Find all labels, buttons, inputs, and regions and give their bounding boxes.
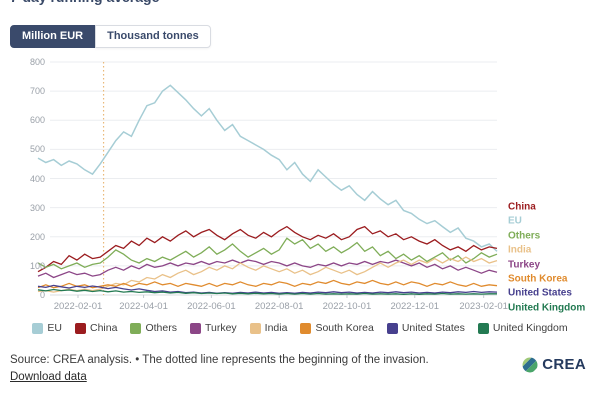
y-axis-tick-label: 400 <box>29 173 45 184</box>
unit-toggle-million-eur[interactable]: Million EUR <box>10 25 96 48</box>
legend-label: Others <box>145 322 177 334</box>
series-line-india <box>37 256 498 293</box>
source-text: Source: CREA analysis. • The dotted line… <box>10 354 429 366</box>
x-axis-tick-label: 2023-02-01 <box>459 301 508 312</box>
legend-label: United Kingdom <box>492 322 568 334</box>
series-end-label-others: Others <box>508 230 541 242</box>
series-line-turkey <box>37 259 498 279</box>
crea-logo-icon <box>522 357 538 372</box>
legend-item-eu[interactable]: EU <box>32 322 62 334</box>
legend-item-china[interactable]: China <box>75 322 117 334</box>
series-line-china <box>37 225 498 273</box>
y-axis-tick-label: 0 <box>39 290 45 300</box>
legend-item-south-korea[interactable]: South Korea <box>300 322 374 334</box>
series-end-label-turkey: Turkey <box>508 259 541 271</box>
legend-label: Turkey <box>204 322 237 334</box>
y-axis-tick-label: 100 <box>29 260 45 271</box>
series-line-united-kingdom <box>37 288 497 296</box>
series-end-label-united-states: United States <box>508 287 572 299</box>
x-axis-tick-label: 2022-04-01 <box>119 301 168 312</box>
crea-logo-text: CREA <box>542 356 586 373</box>
legend-item-united-states[interactable]: United States <box>386 322 465 334</box>
series-line-south-korea <box>37 279 498 289</box>
axis-ticks <box>77 295 485 298</box>
legend-item-others[interactable]: Others <box>130 322 177 334</box>
legend-swatch <box>300 322 312 334</box>
series-line-others <box>37 237 498 270</box>
series-line-united-states <box>37 284 498 294</box>
legend-item-turkey[interactable]: Turkey <box>189 322 237 334</box>
series-end-label-china: China <box>508 201 536 213</box>
footer: Source: CREA analysis. • The dotted line… <box>10 352 429 385</box>
unit-toggle-thousand-tonnes[interactable]: Thousand tonnes <box>95 25 211 48</box>
legend-label: EU <box>47 322 62 334</box>
y-axis-tick-label: 500 <box>29 144 45 155</box>
legend-item-india[interactable]: India <box>249 322 288 334</box>
x-axis-tick-label: 2022-10-01 <box>322 301 372 312</box>
series-end-label-india: India <box>508 244 532 256</box>
y-axis-tick-label: 200 <box>29 231 45 242</box>
legend-item-united-kingdom[interactable]: United Kingdom <box>477 322 568 334</box>
legend: EU China Others Turkey India South Korea Unite… <box>0 322 600 334</box>
crea-logo: CREA <box>522 356 586 373</box>
legend-swatch <box>130 322 142 334</box>
series-line-eu <box>37 84 498 252</box>
legend-swatch <box>477 322 489 334</box>
y-axis-tick-label: 300 <box>29 202 45 213</box>
x-axis-tick-label: 2022-06-01 <box>187 301 236 312</box>
legend-swatch <box>189 322 201 334</box>
legend-label: South Korea <box>315 322 374 334</box>
legend-label: United States <box>401 322 465 334</box>
x-axis-tick-label: 2022-08-01 <box>254 301 304 312</box>
legend-swatch <box>75 322 86 334</box>
x-axis-tick-label: 2022-02-01 <box>53 301 103 312</box>
series-end-label-eu: EU <box>508 215 522 227</box>
series-lines <box>37 84 498 296</box>
y-axis-tick-label: 700 <box>29 86 45 97</box>
y-axis-tick-label: 600 <box>29 115 45 126</box>
y-axis-tick-label: 800 <box>29 57 45 67</box>
unit-toggle: Million EUR Thousand tonnes <box>10 25 211 48</box>
x-axis-tick-label: 2022-12-01 <box>390 301 440 312</box>
gridlines <box>50 61 497 296</box>
series-end-label-south-korea: South Korea <box>508 273 568 285</box>
download-data-link[interactable]: Download data <box>10 370 87 383</box>
series-end-label-united-kingdom: United Kingdom <box>508 302 586 314</box>
chart-title: 7-day running average <box>10 0 159 5</box>
legend-swatch <box>249 322 261 334</box>
legend-swatch <box>386 322 398 334</box>
legend-swatch <box>32 322 44 334</box>
legend-label: China <box>90 322 118 334</box>
legend-label: India <box>264 322 288 334</box>
